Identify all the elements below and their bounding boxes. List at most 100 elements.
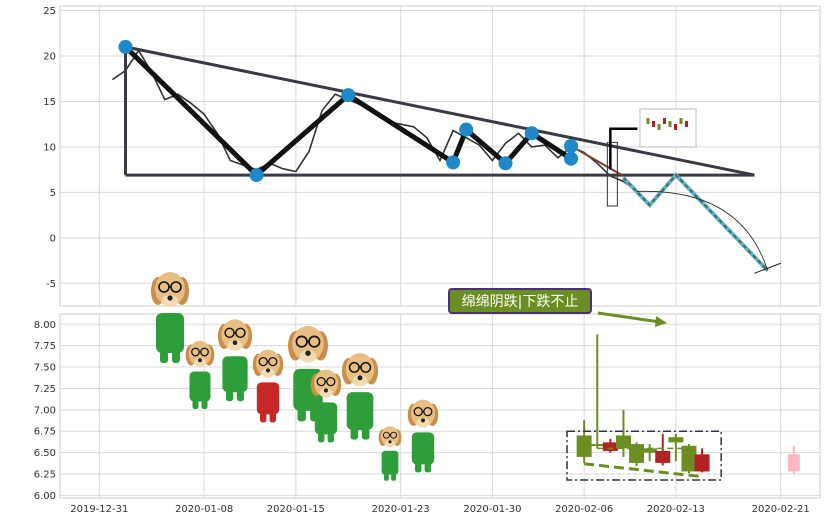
mini-candles-frame [639, 108, 697, 148]
puppy-head [314, 369, 338, 397]
mini-candle [679, 118, 683, 124]
puppy-muzzle [194, 358, 206, 367]
candle-body [589, 444, 605, 447]
puppy-leg [192, 400, 199, 409]
highlight-box [606, 141, 618, 207]
callout-arrow [609, 127, 638, 170]
annotation-group: 绵绵阴跌|下跌不止 [448, 288, 592, 314]
candle-body [655, 450, 671, 463]
puppy-head [292, 325, 324, 362]
puppy-nose [198, 358, 202, 363]
puppy-muzzle [385, 440, 395, 448]
puppy-leg [269, 412, 276, 423]
puppy-leg [160, 351, 168, 363]
puppy-head [221, 319, 249, 350]
x-tick-label: 2019-12-31 [70, 504, 128, 515]
puppy-glasses [382, 431, 390, 439]
puppy-overalls [314, 402, 338, 435]
mini-candle [657, 124, 661, 130]
puppy-glasses [390, 431, 398, 439]
pattern-leg [123, 44, 260, 178]
puppy-muzzle [416, 418, 430, 428]
pattern-leg [463, 127, 509, 166]
puppy-leg [297, 408, 306, 422]
pattern-leg [254, 92, 351, 178]
puppy-overalls [189, 371, 211, 402]
breakdown-segment [570, 145, 624, 177]
puppy-sticker-icon [217, 319, 253, 402]
pivot-marker [341, 88, 356, 103]
upper-trendline [125, 45, 755, 177]
puppy-overalls [156, 313, 184, 353]
bottom-y-tick-label: 7.50 [34, 363, 56, 374]
puppy-overalls [222, 356, 248, 393]
bottom-panel: 6.00 6.25 6.50 6.75 7.00 7.25 7.50 7.75 8.00 2019… [34, 311, 821, 515]
mini-candle [668, 121, 672, 127]
puppy-overalls [411, 432, 435, 465]
puppy-leg [424, 462, 431, 473]
puppy-head [188, 340, 212, 367]
puppy-nose [420, 418, 426, 423]
puppy-overalls [346, 392, 374, 431]
mini-candle [646, 118, 650, 124]
puppy-sticker-icon [252, 349, 284, 423]
pivot-marker [564, 139, 579, 153]
puppy-leg [318, 432, 325, 443]
puppy-muzzle [352, 375, 368, 387]
top-y-tick-label: 0 [50, 233, 56, 244]
candle-body [615, 435, 631, 449]
puppy-leg [201, 400, 208, 409]
puppy-sticker-icon [341, 353, 379, 440]
puppy-head [345, 353, 375, 386]
candle-body [576, 435, 592, 457]
puppy-glasses [348, 361, 360, 373]
bottom-y-tick-label: 6.75 [34, 427, 56, 438]
puppy-nose [357, 375, 363, 381]
bottom-y-tick-label: 6.00 [34, 491, 56, 502]
mini-candle [685, 121, 688, 127]
puppy-sticker-icon [185, 340, 215, 409]
mini-candle [652, 121, 655, 127]
bottom-y-tick-label: 7.75 [34, 341, 56, 352]
top-y-tick-label: 15 [43, 97, 56, 108]
puppy-sticker-icon [151, 272, 189, 363]
candle-body [642, 448, 658, 453]
pivot-marker [459, 122, 474, 137]
puppy-leg [384, 473, 389, 481]
x-tick-label: 2020-01-08 [175, 504, 233, 515]
puppy-muzzle [227, 340, 243, 351]
puppy-sticker-icon [407, 399, 439, 473]
pivot-marker [524, 126, 539, 141]
top-y-tick-label: 25 [43, 6, 56, 17]
puppy-overalls [256, 382, 280, 415]
puppy-muzzle [261, 368, 275, 378]
puppy-leg [260, 412, 267, 423]
top-panel: -5 0 5 10 15 20 25 [43, 5, 821, 307]
bottom-y-tick-label: 8.00 [34, 320, 56, 331]
puppy-head [155, 272, 185, 306]
puppy-nose [323, 388, 329, 393]
x-tick-label: 2020-02-13 [647, 504, 705, 515]
puppy-glasses [360, 361, 372, 373]
candle-body [668, 437, 684, 443]
annotation-arrow-line [597, 311, 661, 324]
pattern-box [566, 430, 722, 481]
puppy-nose [388, 440, 392, 444]
candle-body [681, 445, 697, 472]
x-tick-label: 2020-02-06 [555, 504, 613, 515]
top-y-tick-label: 10 [43, 142, 56, 153]
puppy-leg [226, 390, 234, 402]
x-tick-label: 2020-01-30 [463, 504, 521, 515]
candle-body [629, 444, 645, 463]
pivot-marker [446, 155, 461, 170]
projection-dash [622, 173, 769, 272]
down-trendline [583, 462, 703, 479]
annotation-box [448, 288, 592, 314]
puppy-leg [327, 432, 334, 443]
puppy-head [256, 349, 280, 377]
target-arc [636, 190, 768, 271]
pivot-marker [564, 151, 579, 166]
annotation-arrowhead [655, 316, 667, 327]
bottom-y-tick-label: 6.50 [34, 448, 56, 459]
